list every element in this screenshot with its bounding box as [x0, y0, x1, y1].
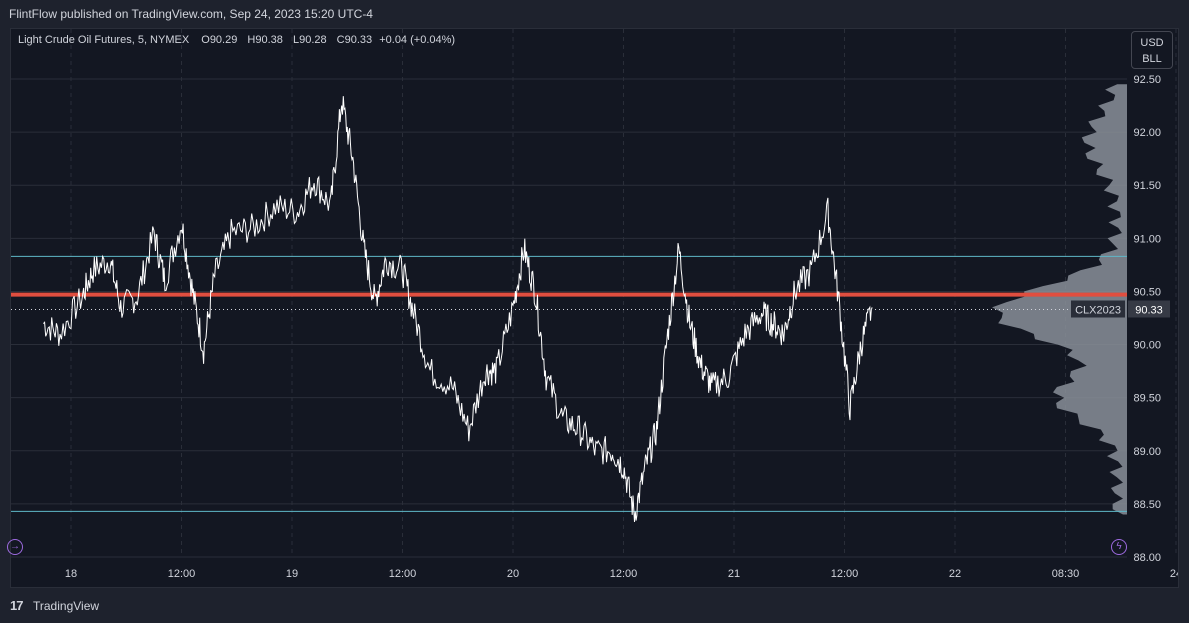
low-value: 90.28 [299, 34, 327, 46]
high-label: H [247, 34, 256, 46]
symbol-tag: CLX2023 [1075, 305, 1121, 317]
currency-line1: USD [1140, 37, 1164, 49]
price-chart[interactable]: 92.50 92.00 91.50 91.00 90.50 90.00 89.50 89.00… [11, 29, 1178, 587]
x-tick-label: 18 [65, 568, 77, 580]
x-tick-label: 22 [949, 568, 961, 580]
x-tick-label: 12:00 [831, 568, 859, 580]
price-line [43, 96, 873, 523]
currency-line2: BLL [1142, 53, 1162, 65]
x-tick-label: 12:00 [168, 568, 196, 580]
horizontal-levels [11, 255, 1127, 512]
y-tick-label: 89.50 [1133, 393, 1161, 405]
price-tags: CLX2023 90.33 [11, 300, 1170, 318]
price-tag: 90.33 [1135, 305, 1163, 317]
x-tick-label: 08:30 [1052, 568, 1080, 580]
volume-profile-area [992, 84, 1127, 515]
close-label: C [336, 34, 345, 46]
chart-frame[interactable]: 92.50 92.00 91.50 91.00 90.50 90.00 89.50 89.00… [10, 28, 1179, 588]
arrow-right-circle-icon[interactable]: → [7, 539, 23, 555]
y-tick-label: 91.00 [1133, 233, 1161, 245]
symbol-legend[interactable]: Light Crude Oil Futures, 5, NYMEX O90.29… [18, 34, 459, 46]
y-tick-label: 88.00 [1133, 552, 1161, 564]
y-tick-label: 88.50 [1133, 499, 1161, 511]
x-tick-label: 24 [1170, 568, 1178, 580]
x-tick-label: 12:00 [610, 568, 638, 580]
time-axis: 18 12:00 19 12:00 20 12:00 21 12:00 22 08:30 24 [65, 568, 1178, 580]
high-value: 90.38 [255, 34, 283, 46]
y-tick-label: 90.50 [1133, 286, 1161, 298]
y-tick-label: 92.50 [1133, 74, 1161, 86]
x-tick-label: 19 [286, 568, 298, 580]
price-tag-box [1128, 300, 1170, 318]
price-axis: 92.50 92.00 91.50 91.00 90.50 90.00 89.50 89.00… [1133, 74, 1161, 564]
x-tick-label: 12:00 [389, 568, 417, 580]
tradingview-brand[interactable]: TradingView [33, 599, 100, 613]
y-tick-label: 89.00 [1133, 446, 1161, 458]
close-value: 90.33 [344, 34, 373, 46]
y-tick-label: 90.00 [1133, 340, 1161, 352]
change-value: +0.04 (+0.04%) [379, 34, 456, 46]
footer: 17 TradingView [0, 592, 1189, 623]
x-tick-label: 20 [507, 568, 519, 580]
price-series [43, 96, 873, 523]
x-tick-label: 21 [728, 568, 740, 580]
lightning-icon[interactable]: ϟ [1111, 539, 1127, 555]
volume-profile [992, 84, 1127, 515]
tradingview-logo[interactable]: 17 [10, 598, 24, 613]
open-label: O [201, 34, 210, 46]
low-label: L [292, 34, 300, 46]
currency-unit-button[interactable]: USD BLL [1131, 31, 1173, 69]
published-header: FlintFlow published on TradingView.com, … [0, 0, 1189, 28]
symbol-name: Light Crude Oil Futures, 5, NYMEX [18, 34, 190, 46]
symbol-tag-box [1071, 300, 1125, 318]
published-text: FlintFlow published on TradingView.com, … [9, 7, 373, 21]
y-tick-label: 92.00 [1133, 127, 1161, 139]
y-tick-label: 91.50 [1133, 180, 1161, 192]
open-value: 90.29 [209, 34, 238, 46]
